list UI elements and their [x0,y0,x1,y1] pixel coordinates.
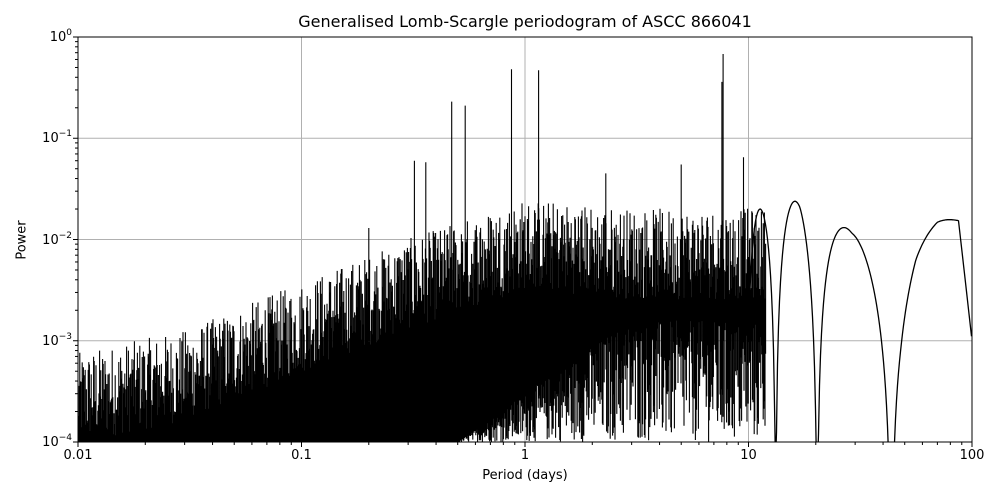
periodogram-long-period [747,200,972,442]
y-tick-label: 10−4 [42,432,72,451]
x-tick-label: 1 [520,448,530,463]
x-axis-label: Period (days) [482,468,568,483]
y-tick-label: 10−2 [42,230,72,248]
x-tick-label: 100 [959,448,985,463]
y-tick-label: 100 [49,27,72,46]
chart-title: Generalised Lomb-Scargle periodogram of … [298,12,752,31]
x-tick-label: 0.1 [291,448,312,463]
y-axis-label: Power [14,220,30,260]
y-tick-label: 10−3 [42,331,72,349]
y-tick-label: 10−1 [42,129,72,147]
periodogram-dense [78,54,767,442]
x-tick-label: 0.01 [63,448,93,463]
x-tick-label: 10 [740,448,757,463]
